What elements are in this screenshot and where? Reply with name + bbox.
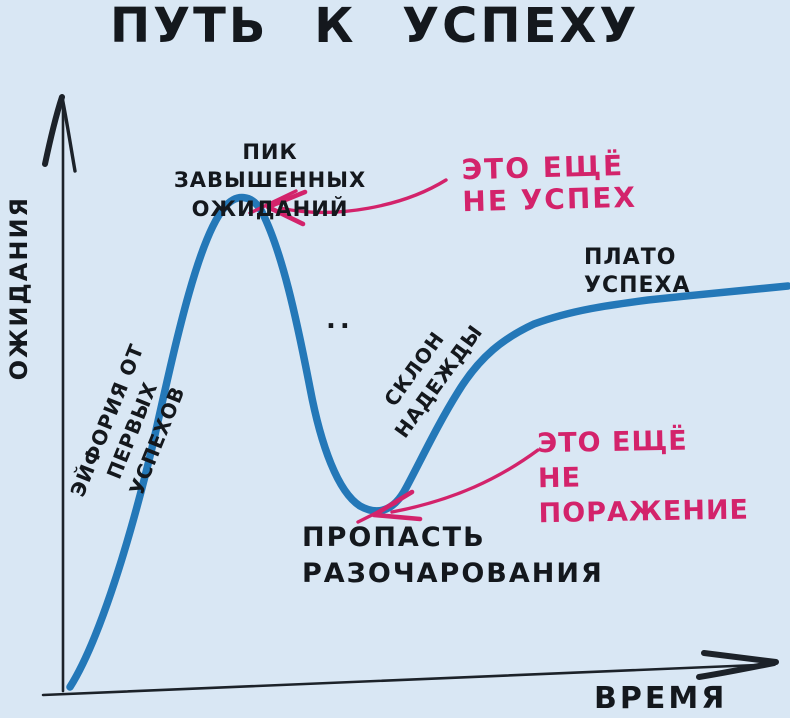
curve-dots-mark: .. <box>326 305 354 335</box>
x-axis-label: ВРЕМЯ <box>594 681 728 716</box>
peak-stage-label: ПИК ЗАВЫШЕННЫХ ОЖИДАНИЙ <box>173 140 367 221</box>
y-axis-arrowhead-icon <box>60 95 77 173</box>
x-axis-arrowhead-icon <box>696 660 777 680</box>
not-defeat-annotation: ЭТО ЕЩЁ НЕ ПОРАЖЕНИЕ <box>537 425 750 530</box>
x-axis-line <box>41 663 759 697</box>
peak-arrow-line <box>278 178 448 214</box>
peak-arrow-stroke <box>248 189 298 215</box>
x-axis-arrowhead-icon <box>701 650 779 665</box>
y-axis-label: ОЖИДАНИЯ <box>4 195 33 381</box>
trough-arrow-line <box>390 448 540 514</box>
y-axis-arrowhead-icon <box>42 94 65 167</box>
peak-arrow-head-icon <box>265 189 308 227</box>
trough-stage-label: ПРОПАСТЬ РАЗОЧАРОВАНИЯ <box>302 522 604 590</box>
not-success-annotation: ЭТО ЕЩЁ НЕ УСПЕХ <box>461 149 638 219</box>
hype-curve-line <box>66 193 790 691</box>
chart-title: ПУТЬ К УСПЕХУ <box>110 0 640 54</box>
plateau-stage-label: ПЛАТО УСПЕХА <box>584 245 691 298</box>
trough-arrow-stroke <box>356 501 398 524</box>
